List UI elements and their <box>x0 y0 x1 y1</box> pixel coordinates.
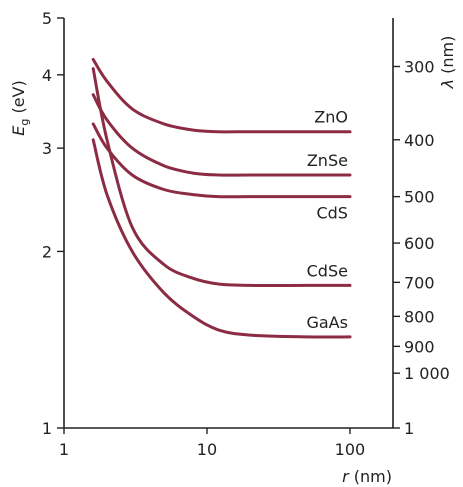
y2-tick-label: 500 <box>404 188 435 207</box>
curve-label-gaas: GaAs <box>306 313 347 332</box>
y2-axis-title: λ (nm) <box>438 36 457 90</box>
y2-tick-label: 1 000 <box>404 364 450 383</box>
y-tick-label: 3 <box>42 139 52 158</box>
curve-label-cds: CdS <box>316 204 347 223</box>
curve-label-zno: ZnO <box>314 108 348 127</box>
axes: 1 2 3 4 5 1 10 100 300 400 500 600 700 800 900 1 000 1 <box>42 9 450 459</box>
x-tick-label: 10 <box>197 440 217 459</box>
curve-gaas <box>91 138 352 339</box>
curve-zno <box>91 57 352 134</box>
y2-tick-label: 700 <box>404 273 435 292</box>
y2-tick-label: 1 <box>404 419 414 438</box>
y-axis-title: Eg (eV) <box>9 80 31 135</box>
y-tick-label: 5 <box>42 9 52 28</box>
y2-tick-label: 400 <box>404 131 435 150</box>
y2-tick-label: 600 <box>404 234 435 253</box>
y-tick-label: 1 <box>42 419 52 438</box>
curves <box>91 57 352 339</box>
y-tick-label: 4 <box>42 66 52 85</box>
x-tick-label: 100 <box>335 440 366 459</box>
labels: Eg (eV) λ (nm) r (nm) ZnO ZnSe CdS CdSe GaAs <box>9 36 457 486</box>
curve-label-cdse: CdSe <box>307 261 348 280</box>
curve-label-znse: ZnSe <box>307 151 348 170</box>
x-tick-label: 1 <box>59 440 69 459</box>
curve-znse <box>91 93 352 177</box>
x-axis-title: r (nm) <box>342 467 392 486</box>
y2-tick-label: 300 <box>404 57 435 76</box>
curve-cds <box>91 122 352 199</box>
curve-cdse <box>91 67 352 288</box>
y2-tick-label: 800 <box>404 307 435 326</box>
y2-tick-label: 900 <box>404 337 435 356</box>
y-tick-label: 2 <box>42 242 52 261</box>
